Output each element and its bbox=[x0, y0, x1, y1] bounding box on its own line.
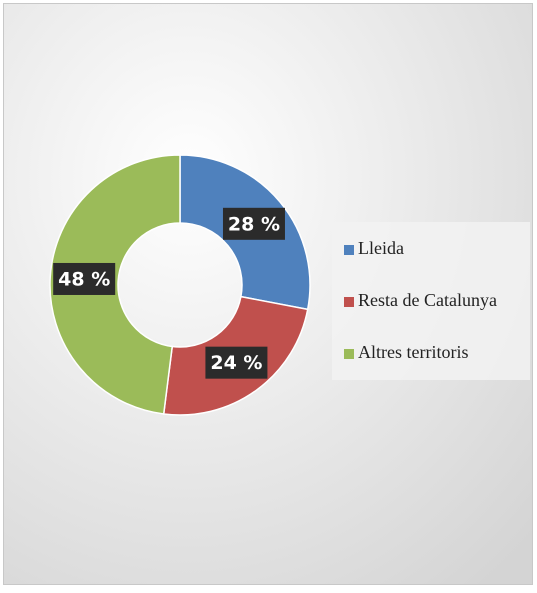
legend-box bbox=[332, 222, 530, 380]
legend-label: Lleida bbox=[358, 238, 404, 258]
data-label: 28 % bbox=[228, 213, 280, 235]
legend-swatch bbox=[344, 349, 354, 359]
legend-swatch bbox=[344, 245, 354, 255]
legend-label: Resta de Catalunya bbox=[358, 290, 497, 310]
data-label-box bbox=[205, 346, 268, 379]
legend-label: Altres territoris bbox=[358, 342, 468, 362]
data-label: 24 % bbox=[210, 352, 262, 374]
legend-swatch bbox=[344, 297, 354, 307]
data-label-box bbox=[53, 262, 116, 295]
data-label: 48 % bbox=[58, 268, 110, 290]
data-label-box bbox=[222, 207, 285, 240]
